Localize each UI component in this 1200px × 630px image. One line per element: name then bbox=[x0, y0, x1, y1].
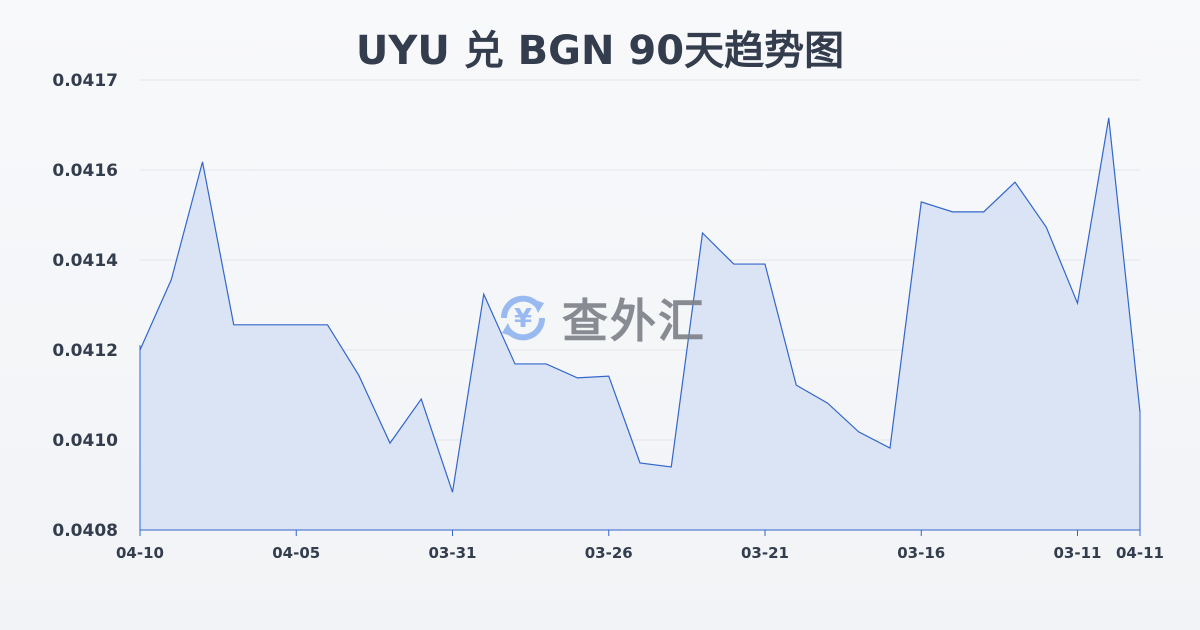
watermark-text: 查外汇 bbox=[562, 294, 706, 348]
x-tick-label: 04-05 bbox=[272, 544, 320, 562]
x-tick-label: 03-26 bbox=[585, 544, 633, 562]
chart-title: UYU 兑 BGN 90天趋势图 bbox=[355, 28, 845, 74]
y-tick-label: 0.0408 bbox=[52, 521, 118, 541]
y-tick-label: 0.0414 bbox=[52, 251, 118, 271]
y-tick-label: 0.0416 bbox=[52, 161, 118, 181]
watermark: ¥ 查外汇 bbox=[494, 285, 706, 351]
x-tick-label: 03-16 bbox=[897, 544, 945, 562]
yen-exchange-icon: ¥ bbox=[500, 295, 546, 341]
svg-text:¥: ¥ bbox=[514, 304, 532, 334]
y-tick-label: 0.0410 bbox=[52, 431, 118, 451]
area-fill bbox=[140, 117, 1140, 531]
x-tick-label: 03-11 bbox=[1054, 544, 1102, 562]
x-tick-label: 03-21 bbox=[741, 544, 789, 562]
y-tick-label: 0.0417 bbox=[52, 71, 118, 91]
x-tick-label: 04-10 bbox=[116, 544, 164, 562]
x-tick-label: 04-11 bbox=[1116, 544, 1164, 562]
y-tick-label: 0.0412 bbox=[52, 341, 118, 361]
x-tick-label: 03-31 bbox=[429, 544, 477, 562]
